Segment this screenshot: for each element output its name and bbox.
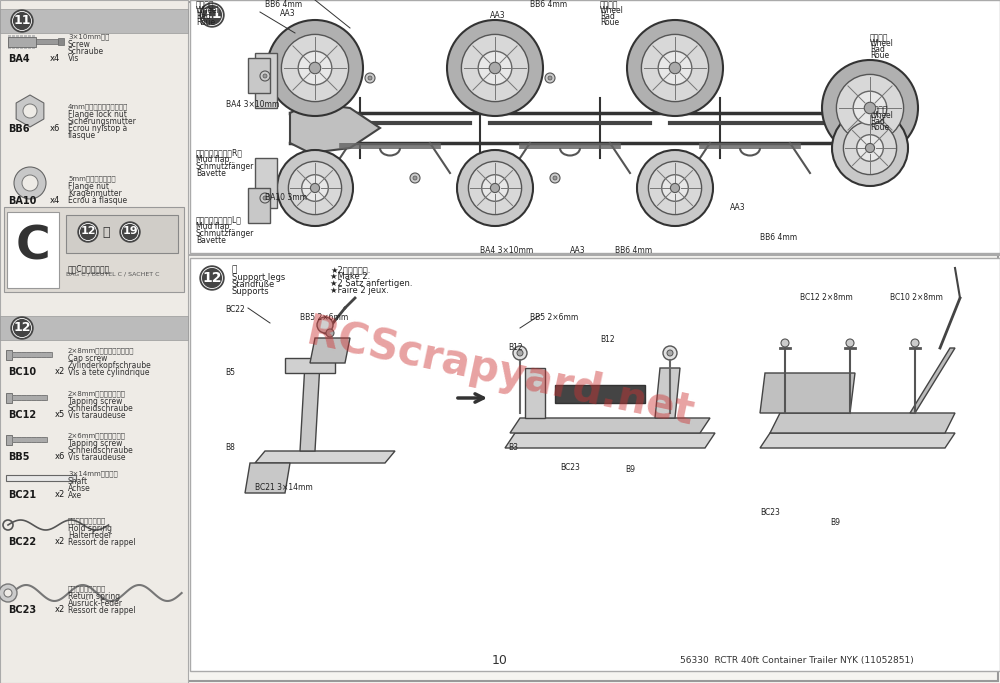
Text: x4: x4 (50, 54, 60, 63)
Circle shape (200, 3, 224, 27)
Circle shape (853, 92, 887, 125)
Text: flasque: flasque (68, 131, 96, 140)
Text: Rad: Rad (196, 12, 211, 21)
Polygon shape (255, 451, 395, 463)
Text: Cap screw: Cap screw (68, 354, 107, 363)
Text: 5mmフランジナット: 5mmフランジナット (68, 175, 116, 182)
Circle shape (637, 150, 713, 226)
FancyBboxPatch shape (66, 215, 178, 253)
FancyBboxPatch shape (37, 437, 41, 443)
Text: Roue: Roue (870, 123, 889, 132)
Text: x4: x4 (50, 196, 60, 205)
FancyBboxPatch shape (6, 350, 12, 360)
Circle shape (267, 20, 363, 116)
Text: Mud flap: Mud flap (196, 155, 229, 164)
Circle shape (457, 150, 533, 226)
Text: BC21: BC21 (8, 490, 36, 500)
FancyBboxPatch shape (12, 437, 16, 443)
FancyBboxPatch shape (37, 352, 41, 358)
Circle shape (11, 317, 33, 339)
Text: Vis à tete cylindrique: Vis à tete cylindrique (68, 368, 150, 377)
FancyBboxPatch shape (0, 316, 188, 340)
Text: 56330  RCTR 40ft Container Trailer NYK (11052851): 56330 RCTR 40ft Container Trailer NYK (1… (680, 656, 914, 665)
Text: マッドフラップ《L》: マッドフラップ《L》 (196, 215, 242, 224)
Text: 袋詰Cを使用します: 袋詰Cを使用します (68, 264, 110, 273)
Text: Flange nut: Flange nut (68, 182, 109, 191)
Circle shape (548, 76, 552, 80)
Text: Halterfeder: Halterfeder (68, 531, 112, 540)
Text: Support legs: Support legs (232, 273, 285, 282)
Text: Wheel: Wheel (600, 6, 624, 15)
Text: Kragenmutter: Kragenmutter (68, 189, 122, 198)
Text: 3×14mmシャフト: 3×14mmシャフト (68, 470, 118, 477)
Text: 4mmフランジロックナット: 4mmフランジロックナット (68, 103, 128, 109)
FancyBboxPatch shape (6, 435, 12, 445)
Text: BC22: BC22 (8, 537, 36, 547)
Text: Return spring: Return spring (68, 592, 120, 601)
Polygon shape (655, 368, 680, 418)
FancyBboxPatch shape (12, 35, 15, 49)
Text: 10: 10 (492, 654, 508, 667)
FancyBboxPatch shape (22, 437, 26, 443)
Circle shape (478, 51, 512, 85)
Text: ★Faire 2 jeux.: ★Faire 2 jeux. (330, 286, 389, 295)
Text: BB6: BB6 (8, 124, 30, 134)
FancyBboxPatch shape (17, 352, 21, 358)
Circle shape (513, 346, 527, 360)
Text: BB6 4mm: BB6 4mm (265, 0, 302, 9)
Circle shape (365, 73, 375, 83)
Text: Schneidschraube: Schneidschraube (68, 404, 134, 413)
Circle shape (23, 104, 37, 118)
Text: Schmutzfänger: Schmutzfänger (196, 162, 254, 171)
Circle shape (281, 34, 349, 102)
Polygon shape (310, 338, 350, 363)
Text: ホールドスプリング: ホールドスプリング (68, 517, 106, 524)
Text: Mud flap: Mud flap (196, 222, 229, 231)
Text: BC12: BC12 (8, 410, 36, 420)
Text: Roue: Roue (196, 18, 215, 27)
FancyBboxPatch shape (32, 395, 36, 401)
Circle shape (627, 20, 723, 116)
Text: BB6 4mm: BB6 4mm (615, 246, 652, 255)
Text: x6: x6 (55, 452, 65, 461)
FancyBboxPatch shape (0, 9, 188, 33)
Circle shape (641, 34, 709, 102)
Text: B3: B3 (508, 443, 518, 452)
Polygon shape (510, 418, 710, 433)
Text: RCScrapyard.net: RCScrapyard.net (302, 311, 698, 434)
Circle shape (263, 74, 267, 78)
Text: Rad: Rad (600, 12, 615, 21)
Polygon shape (910, 348, 955, 413)
Text: Schmutzfänger: Schmutzfänger (196, 229, 254, 238)
FancyBboxPatch shape (32, 35, 35, 49)
FancyBboxPatch shape (12, 437, 47, 442)
Circle shape (22, 175, 38, 191)
Text: BB6 4mm: BB6 4mm (530, 0, 567, 9)
Text: BAG C / BEUTEL C / SACHET C: BAG C / BEUTEL C / SACHET C (66, 272, 160, 277)
Text: BB5: BB5 (8, 452, 30, 462)
FancyBboxPatch shape (12, 395, 47, 400)
Text: BB6 4mm: BB6 4mm (760, 233, 797, 242)
Circle shape (468, 161, 522, 214)
Circle shape (669, 62, 681, 74)
Circle shape (4, 589, 12, 597)
FancyBboxPatch shape (6, 475, 76, 481)
Text: BA4 3×10mm: BA4 3×10mm (480, 246, 533, 255)
Polygon shape (525, 368, 545, 418)
Text: Ressort de rappel: Ressort de rappel (68, 606, 136, 615)
Text: 11: 11 (13, 14, 31, 27)
Polygon shape (285, 358, 335, 373)
Polygon shape (770, 413, 955, 433)
FancyBboxPatch shape (32, 352, 36, 358)
Text: B5: B5 (225, 368, 235, 377)
Circle shape (14, 167, 46, 199)
Circle shape (260, 193, 270, 203)
Circle shape (317, 317, 333, 333)
FancyBboxPatch shape (248, 188, 270, 223)
Text: 2×6mmタッピングビス: 2×6mmタッピングビス (68, 432, 126, 438)
Polygon shape (760, 433, 955, 448)
Text: Ressort de rappel: Ressort de rappel (68, 538, 136, 547)
Text: BB5 2×6mm: BB5 2×6mm (300, 313, 348, 322)
Text: Standfüße: Standfüße (232, 280, 275, 289)
